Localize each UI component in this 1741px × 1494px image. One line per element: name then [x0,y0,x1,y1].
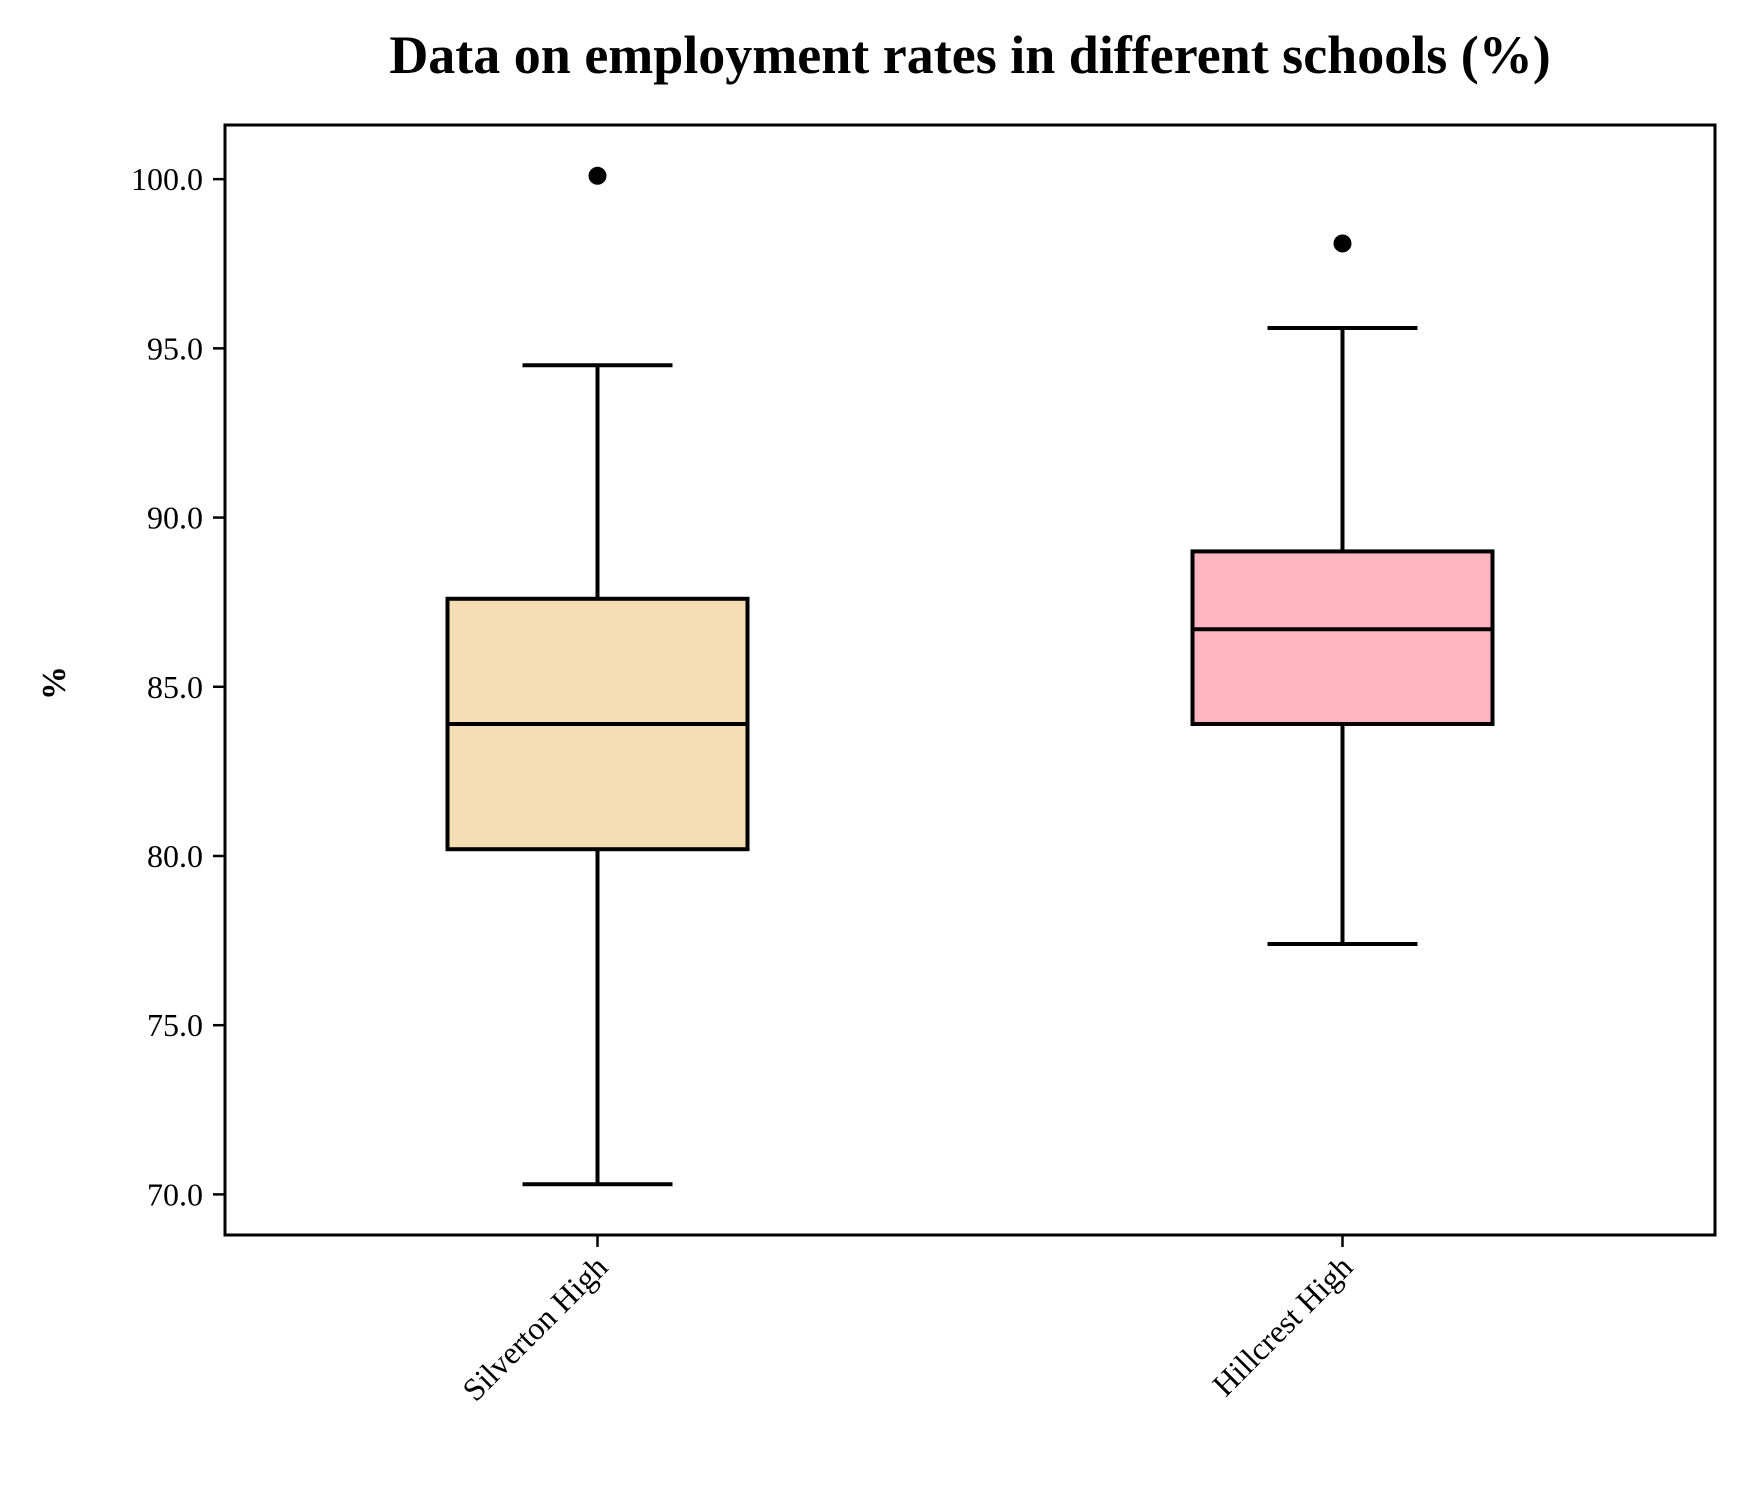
y-tick-label: 80.0 [147,838,203,874]
y-tick-label: 90.0 [147,500,203,536]
y-axis-label: % [36,666,73,700]
x-axis: Silverton High Hillcrest High [455,1235,1359,1408]
chart-title: Data on employment rates in different sc… [389,25,1550,85]
y-tick-label: 95.0 [147,330,203,366]
iqr-box [1190,549,1495,726]
y-tick-label: 70.0 [147,1176,203,1212]
box-hillcrest-high [1190,234,1495,946]
x-tick-label: Silverton High [455,1248,614,1407]
y-tick-label: 85.0 [147,669,203,705]
boxes-layer [445,166,1495,1187]
x-tick-label: Hillcrest High [1205,1248,1359,1402]
y-tick-label: 75.0 [147,1007,203,1043]
y-tick-label: 100.0 [131,161,203,197]
outlier-point [1333,234,1352,253]
box-silverton-high [445,166,750,1187]
y-axis: 70.0 75.0 80.0 85.0 90.0 95.0 100.0 [131,161,225,1212]
outlier-point [588,166,607,185]
plot-area-frame [223,123,1717,1237]
